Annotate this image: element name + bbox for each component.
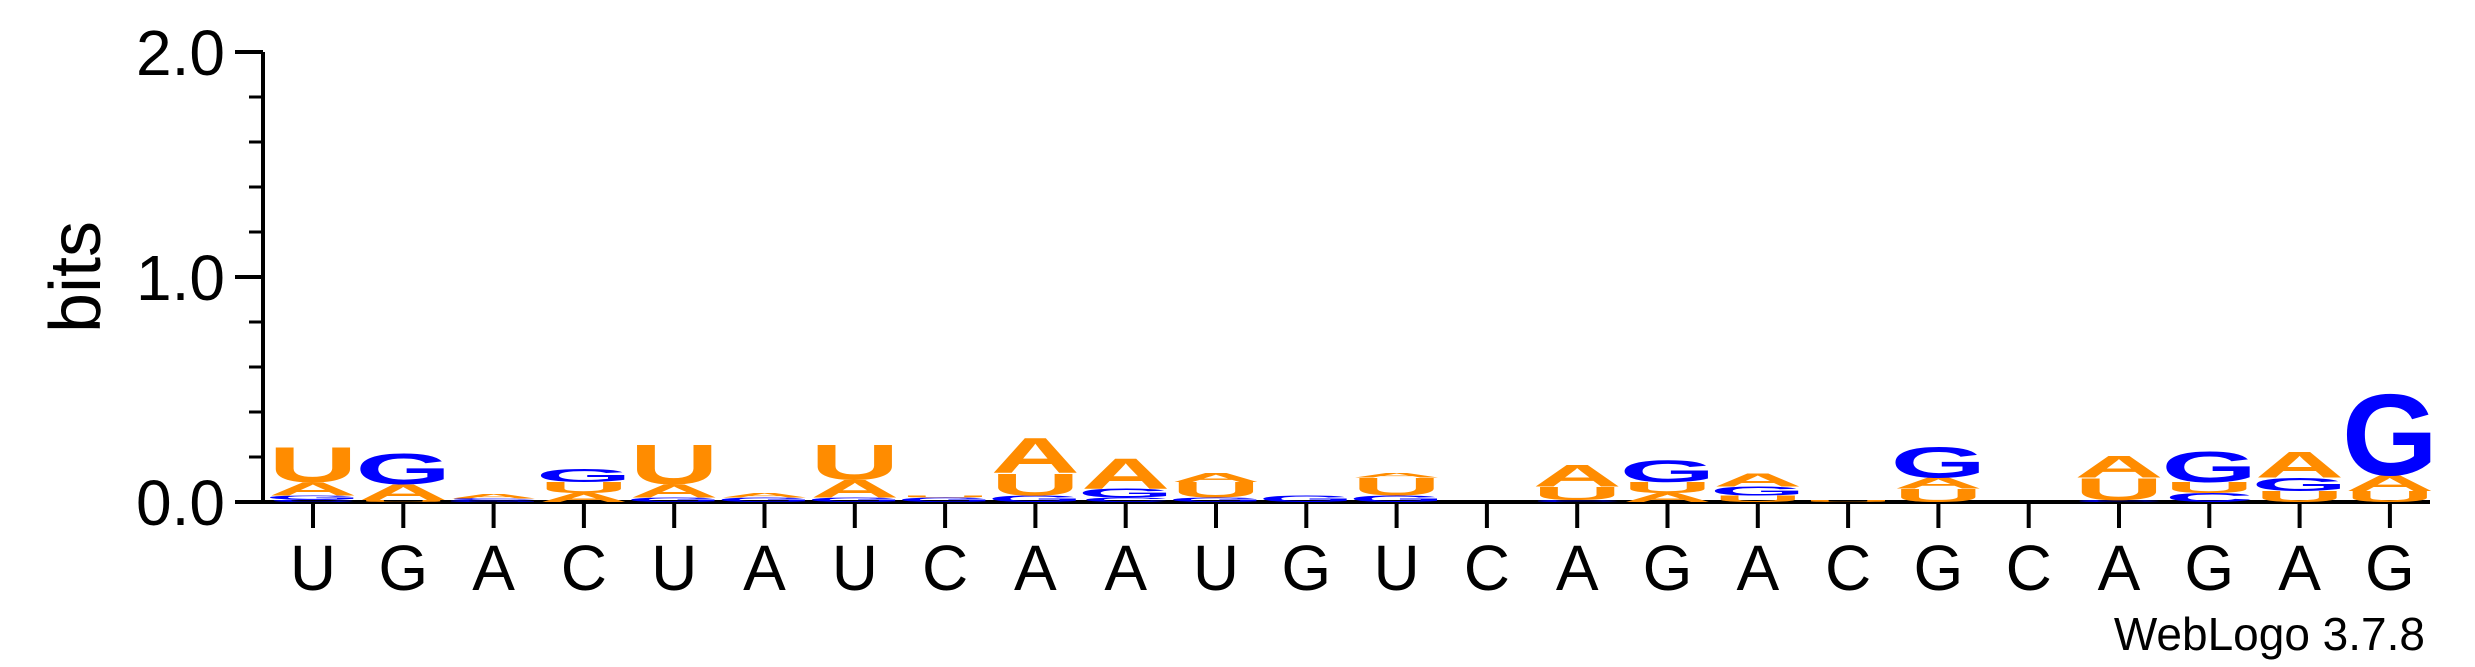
x-tick-label: A [1014, 532, 1057, 604]
logo-letter-g: G [716, 496, 812, 503]
logo-letter-g: G [626, 496, 722, 503]
logo-letter-a: A [810, 475, 899, 503]
x-tick-label: C [2006, 532, 2052, 604]
logo-letter-a: A [2345, 471, 2434, 495]
y-tick-label: 0.0 [136, 467, 225, 539]
logo-letter-g: G [1349, 494, 1445, 504]
logo-letter-a: A [1894, 474, 1983, 492]
logo-letter-u: U [1623, 479, 1712, 497]
x-tick-label: G [1914, 532, 1964, 604]
x-tick-label: G [2365, 532, 2415, 604]
logo-letter-c: C [268, 499, 357, 503]
logo-letter-a: A [449, 493, 538, 500]
logo-letter-g: G [2342, 372, 2438, 501]
logo-letter-u: U [2165, 479, 2254, 497]
x-tick-label: C [1464, 532, 1510, 604]
logo-letter-c: C [2074, 499, 2163, 503]
x-tick-label: C [922, 532, 968, 604]
logo-letter-g: G [446, 500, 542, 503]
logo-letter-g: G [1890, 438, 1986, 487]
logo-letter-u: U [991, 467, 1080, 502]
logo-letter-a: A [1713, 469, 1802, 490]
logo-letter-u: U [539, 479, 628, 497]
logo-letter-u: U [1352, 473, 1441, 501]
logo-letter-u: U [268, 437, 357, 493]
x-tick-label: A [1556, 532, 1599, 604]
logo-letter-u: U [2074, 472, 2163, 507]
logo-letter-u: U [630, 434, 719, 497]
logo-letter-g: G [355, 444, 451, 493]
logo-letter-a: A [1171, 471, 1260, 485]
logo-letter-a: A [268, 479, 357, 500]
logo-letter-c: C [2165, 491, 2254, 505]
x-tick-label: G [1643, 532, 1693, 604]
x-tick-label: A [472, 532, 515, 604]
x-tick-label: G [1281, 532, 1331, 604]
logo-letter-a: A [991, 428, 1080, 484]
x-tick-label: G [378, 532, 428, 604]
y-tick-label: 1.0 [136, 242, 225, 314]
axes [261, 52, 2430, 504]
x-tick-label: U [651, 532, 697, 604]
logo-letter-u: U [359, 499, 448, 503]
logo-letter-a: A [1533, 458, 1622, 493]
logo-letter-a: A [720, 492, 809, 499]
logo-letter-u: U [1171, 478, 1260, 502]
logo-letter-g: G [987, 494, 1083, 504]
logo-letter-a: A [539, 491, 628, 505]
x-tick-label: U [832, 532, 878, 604]
logo-letter-c: C [449, 498, 538, 501]
logo-letter-g: G [1619, 454, 1715, 489]
logo-letter-a: A [1352, 472, 1441, 479]
logo-letter-u: U [2345, 488, 2434, 506]
x-tick-label: U [290, 532, 336, 604]
x-tick-label: A [743, 532, 786, 604]
logo-letter-c: C [1081, 496, 1170, 503]
logo-letter-u: U [1713, 494, 1802, 504]
logo-letter-g: G [1168, 496, 1264, 503]
y-axis-label: bits [36, 221, 116, 333]
x-tick-label: A [1104, 532, 1147, 604]
logo-letter-g: G [1078, 486, 1174, 500]
x-tick-label: G [2184, 532, 2234, 604]
x-tick-label: A [1736, 532, 1779, 604]
x-tick-label: U [1193, 532, 1239, 604]
logo-letter-u: U [2255, 488, 2344, 506]
logo-letter-g: G [807, 496, 903, 503]
logo-letter-g: G [1710, 484, 1806, 498]
y-ticks: 0.0 1.0 2.0 [136, 17, 263, 539]
logo-letter-a: A [359, 480, 448, 504]
logo-letter-c: C [1533, 499, 1622, 503]
x-tick-label: A [2098, 532, 2141, 604]
logo-letter-u: U [1533, 483, 1622, 504]
logo-letter-a: A [2255, 444, 2344, 486]
logo-letter-u: U [901, 495, 990, 499]
x-tick-label: A [2278, 532, 2321, 604]
logo-letter-a: A [1081, 449, 1170, 498]
x-tick-label: U [1373, 532, 1419, 604]
logo-letter-g: G [2252, 474, 2348, 495]
weblogo-version-label: WebLogo 3.7.8 [2114, 608, 2425, 660]
x-tick-label: C [1825, 532, 1871, 604]
logo-letter-g: G [897, 496, 993, 503]
y-tick-label: 2.0 [136, 17, 225, 89]
logo-letter-a: A [2074, 449, 2163, 484]
logo-letter-g: G [536, 465, 632, 486]
logo-letter-u: U [810, 434, 899, 490]
logo-letter-u: U [1894, 485, 1983, 506]
x-tick-label: C [561, 532, 607, 604]
logo-letter-g: G [265, 495, 361, 501]
logo-letter-g: G [1258, 494, 1354, 504]
logo-letter-a: A [630, 481, 719, 502]
logo-letter-u: U [1804, 499, 1893, 503]
logo-letter-a: A [1623, 491, 1712, 505]
logo-letter-g: G [2161, 442, 2257, 491]
